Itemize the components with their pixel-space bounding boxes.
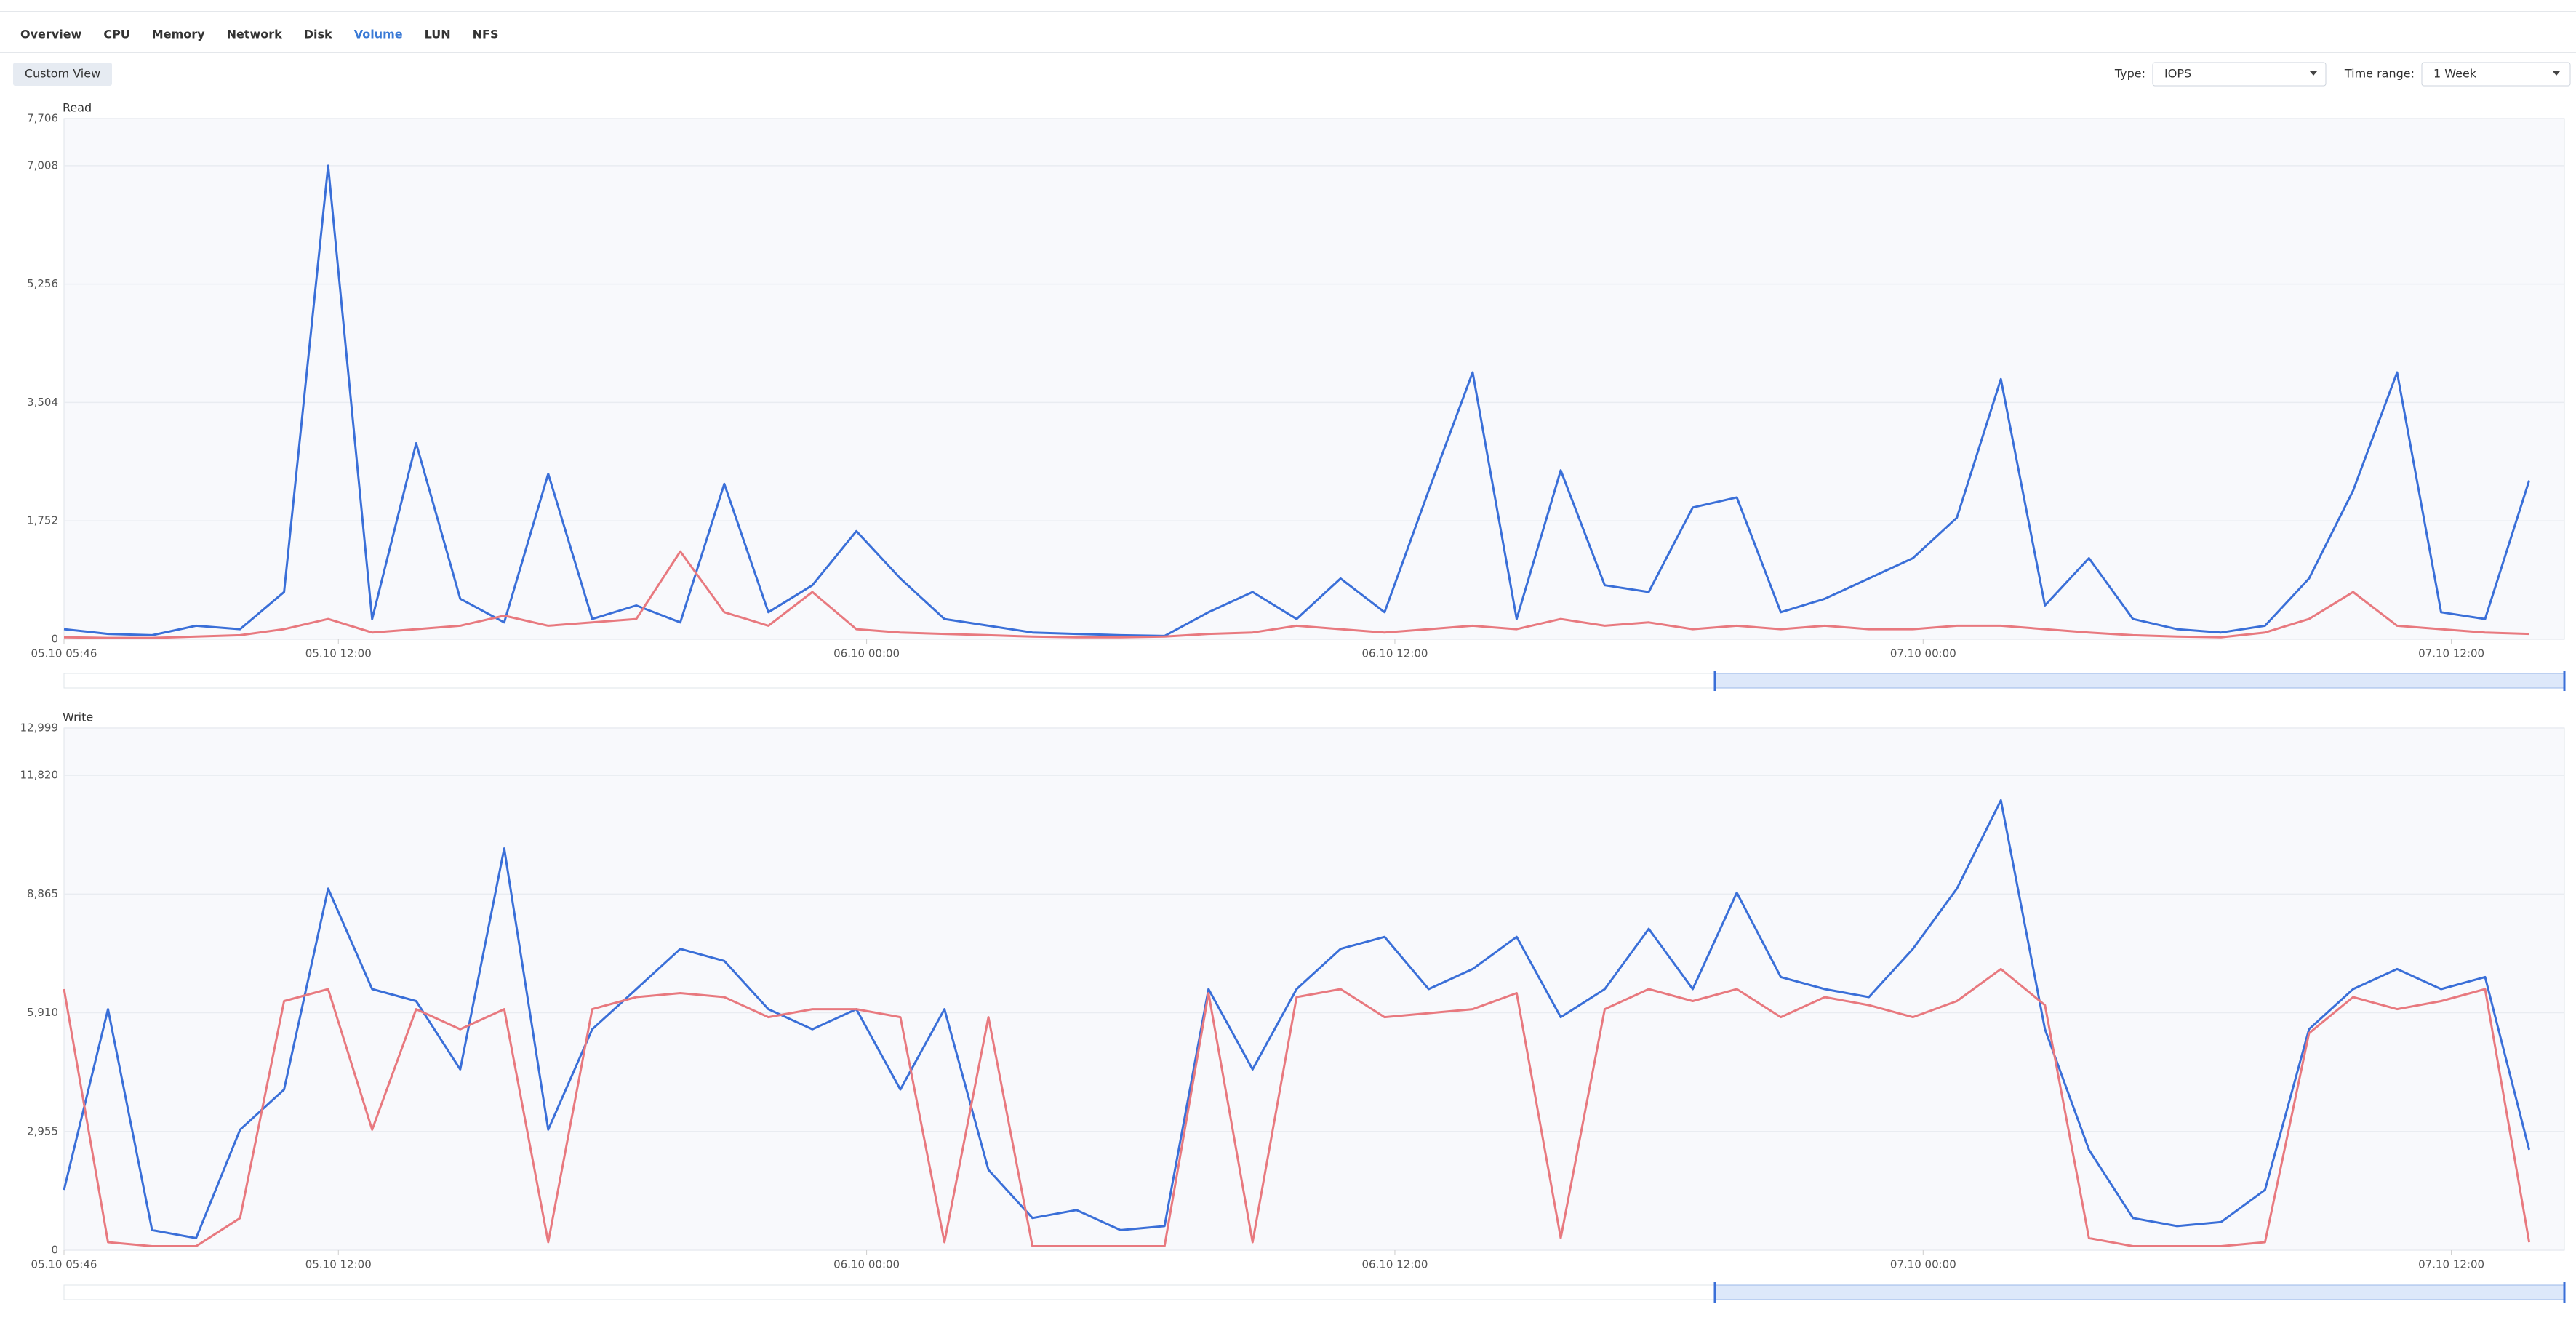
dropdown-arrow <box>2310 71 2317 76</box>
chart-title: Write <box>63 711 93 724</box>
chart-title: Read <box>63 101 92 115</box>
x-tick-label: 05.10 05:46 <box>31 647 97 660</box>
y-tick-label: 0 <box>51 633 58 646</box>
tab[interactable]: NFS <box>473 28 499 41</box>
series-line <box>63 799 2531 1239</box>
custom-view-button[interactable] <box>13 63 112 86</box>
dropdown-arrow <box>2553 71 2560 76</box>
series-line <box>63 967 2531 1247</box>
plot-area <box>63 727 2565 1251</box>
x-tick-label: 07.10 00:00 <box>1890 1258 1956 1271</box>
tab[interactable]: Volume <box>354 28 403 41</box>
x-tick-label: 05.10 12:00 <box>305 647 372 660</box>
navigator-selection[interactable] <box>1714 1284 2565 1300</box>
x-tick-label: 07.10 00:00 <box>1890 647 1956 660</box>
y-tick-label: 1,752 <box>27 514 58 527</box>
navigator-selection[interactable] <box>1714 673 2565 689</box>
series-line <box>63 164 2531 637</box>
x-tick-label: 05.10 12:00 <box>305 1258 372 1271</box>
y-tick-label: 12,999 <box>20 721 59 735</box>
y-tick-label: 5,256 <box>27 277 58 290</box>
tab[interactable]: CPU <box>103 28 129 41</box>
type-label: Type: <box>2114 67 2145 81</box>
x-tick-label: 07.10 12:00 <box>2418 647 2484 660</box>
series-line <box>63 550 2529 639</box>
x-tick-label: 05.10 05:46 <box>31 1258 97 1271</box>
x-tick-label: 06.10 12:00 <box>1361 1258 1428 1271</box>
tab[interactable]: Overview <box>20 28 82 41</box>
y-tick-label: 7,706 <box>27 112 58 125</box>
x-tick-label: 06.10 12:00 <box>1361 647 1428 660</box>
button-label[interactable]: Custom View <box>25 67 100 81</box>
type-value[interactable]: IOPS <box>2164 67 2191 81</box>
tab[interactable]: LUN <box>425 28 451 41</box>
plot-area <box>63 118 2565 640</box>
range-label: Time range: <box>2344 67 2415 81</box>
y-tick-label: 0 <box>51 1244 58 1257</box>
tab-bar: Overview CPU Memory Network Disk Volume LUN NFS <box>20 28 498 41</box>
range-value[interactable]: 1 Week <box>2433 67 2477 81</box>
y-tick-label: 8,865 <box>27 887 58 900</box>
x-tick-label: 06.10 00:00 <box>833 647 900 660</box>
y-tick-label: 5,910 <box>27 1006 58 1019</box>
y-tick-label: 7,008 <box>27 159 58 172</box>
tab[interactable]: Network <box>227 28 283 41</box>
y-tick-label: 2,955 <box>27 1124 58 1137</box>
x-tick-label: 06.10 00:00 <box>833 1258 900 1271</box>
y-tick-label: 11,820 <box>20 769 59 782</box>
type-select[interactable] <box>2152 62 2327 87</box>
tab[interactable]: Disk <box>304 28 332 41</box>
y-tick-label: 3,504 <box>27 396 58 409</box>
range-select[interactable] <box>2421 62 2571 87</box>
tab[interactable]: Memory <box>152 28 205 41</box>
x-tick-label: 07.10 12:00 <box>2418 1258 2484 1271</box>
